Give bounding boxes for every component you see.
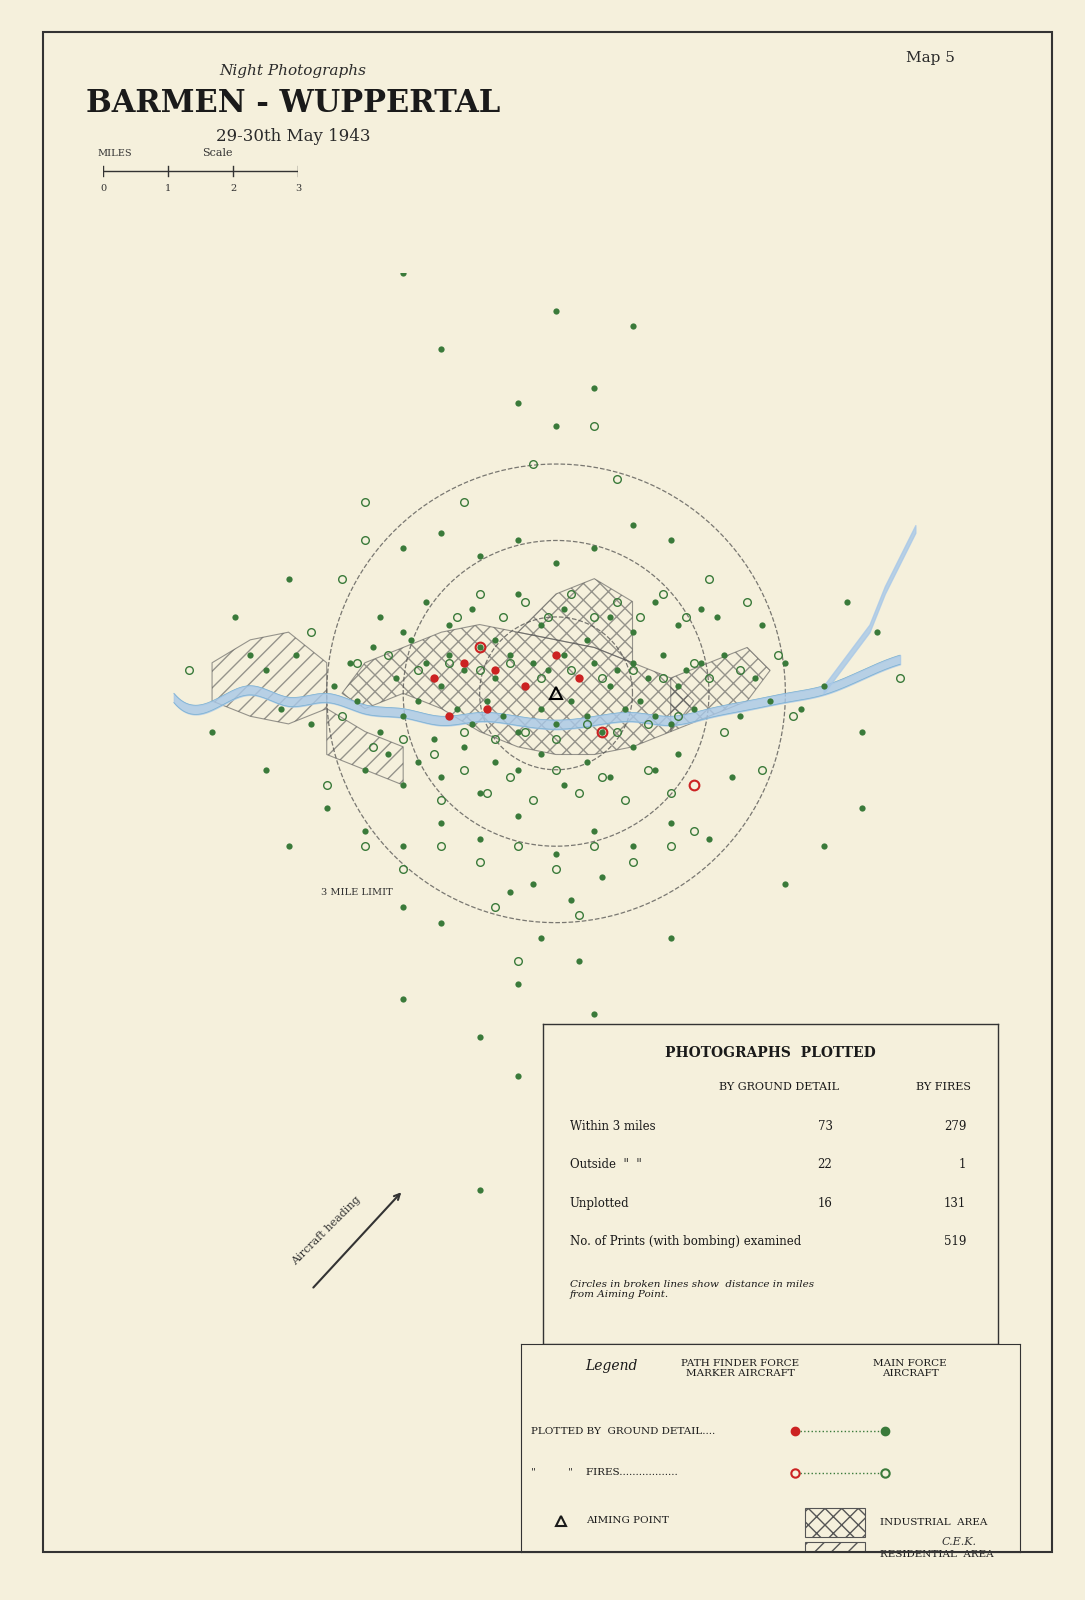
Text: 0: 0 — [100, 184, 106, 194]
Text: AIMING POINT: AIMING POINT — [586, 1517, 668, 1525]
Text: BY FIRES: BY FIRES — [916, 1082, 971, 1091]
Text: Night Photographs: Night Photographs — [219, 64, 367, 78]
Text: Scale: Scale — [202, 149, 232, 158]
Text: 73: 73 — [817, 1120, 832, 1133]
Text: No. of Prints (with bombing) examined: No. of Prints (with bombing) examined — [570, 1235, 801, 1248]
Text: PHOTOGRAPHS  PLOTTED: PHOTOGRAPHS PLOTTED — [665, 1046, 876, 1061]
Text: BY GROUND DETAIL: BY GROUND DETAIL — [719, 1082, 840, 1091]
Text: 279: 279 — [944, 1120, 967, 1133]
Text: 1: 1 — [959, 1158, 967, 1171]
Bar — [805, 1542, 865, 1566]
Text: Unplotted: Unplotted — [570, 1197, 629, 1210]
Text: PATH FINDER FORCE
MARKER AIRCRAFT: PATH FINDER FORCE MARKER AIRCRAFT — [681, 1358, 800, 1378]
Text: MAIN FORCE
AIRCRAFT: MAIN FORCE AIRCRAFT — [873, 1358, 947, 1378]
Text: 16: 16 — [818, 1197, 832, 1210]
Text: 1: 1 — [165, 184, 171, 194]
Text: 22: 22 — [818, 1158, 832, 1171]
Text: Within 3 miles: Within 3 miles — [570, 1120, 655, 1133]
Text: Map 5: Map 5 — [906, 51, 955, 66]
Text: 2: 2 — [230, 184, 237, 194]
Text: 519: 519 — [944, 1235, 967, 1248]
Text: 29-30th May 1943: 29-30th May 1943 — [216, 128, 370, 146]
Text: Outside  "  ": Outside " " — [570, 1158, 641, 1171]
Text: 3: 3 — [295, 184, 302, 194]
Text: MILES: MILES — [98, 149, 132, 158]
Text: Legend: Legend — [586, 1358, 638, 1373]
Text: "          "    FIRES..................: " " FIRES.................. — [531, 1469, 677, 1477]
Text: PLOTTED BY  GROUND DETAIL....: PLOTTED BY GROUND DETAIL.... — [531, 1427, 715, 1435]
Text: 131: 131 — [944, 1197, 967, 1210]
Text: RESIDENTIAL  AREA: RESIDENTIAL AREA — [880, 1549, 994, 1558]
Bar — [805, 1509, 865, 1538]
Text: BARMEN - WUPPERTAL: BARMEN - WUPPERTAL — [86, 88, 500, 118]
Text: Aircraft heading: Aircraft heading — [291, 1194, 363, 1267]
Text: INDUSTRIAL  AREA: INDUSTRIAL AREA — [880, 1518, 987, 1528]
Text: 3 MILE LIMIT: 3 MILE LIMIT — [321, 888, 393, 898]
Text: C.E.K.: C.E.K. — [942, 1538, 976, 1547]
Text: Circles in broken lines show  distance in miles
from Aiming Point.: Circles in broken lines show distance in… — [570, 1280, 814, 1299]
